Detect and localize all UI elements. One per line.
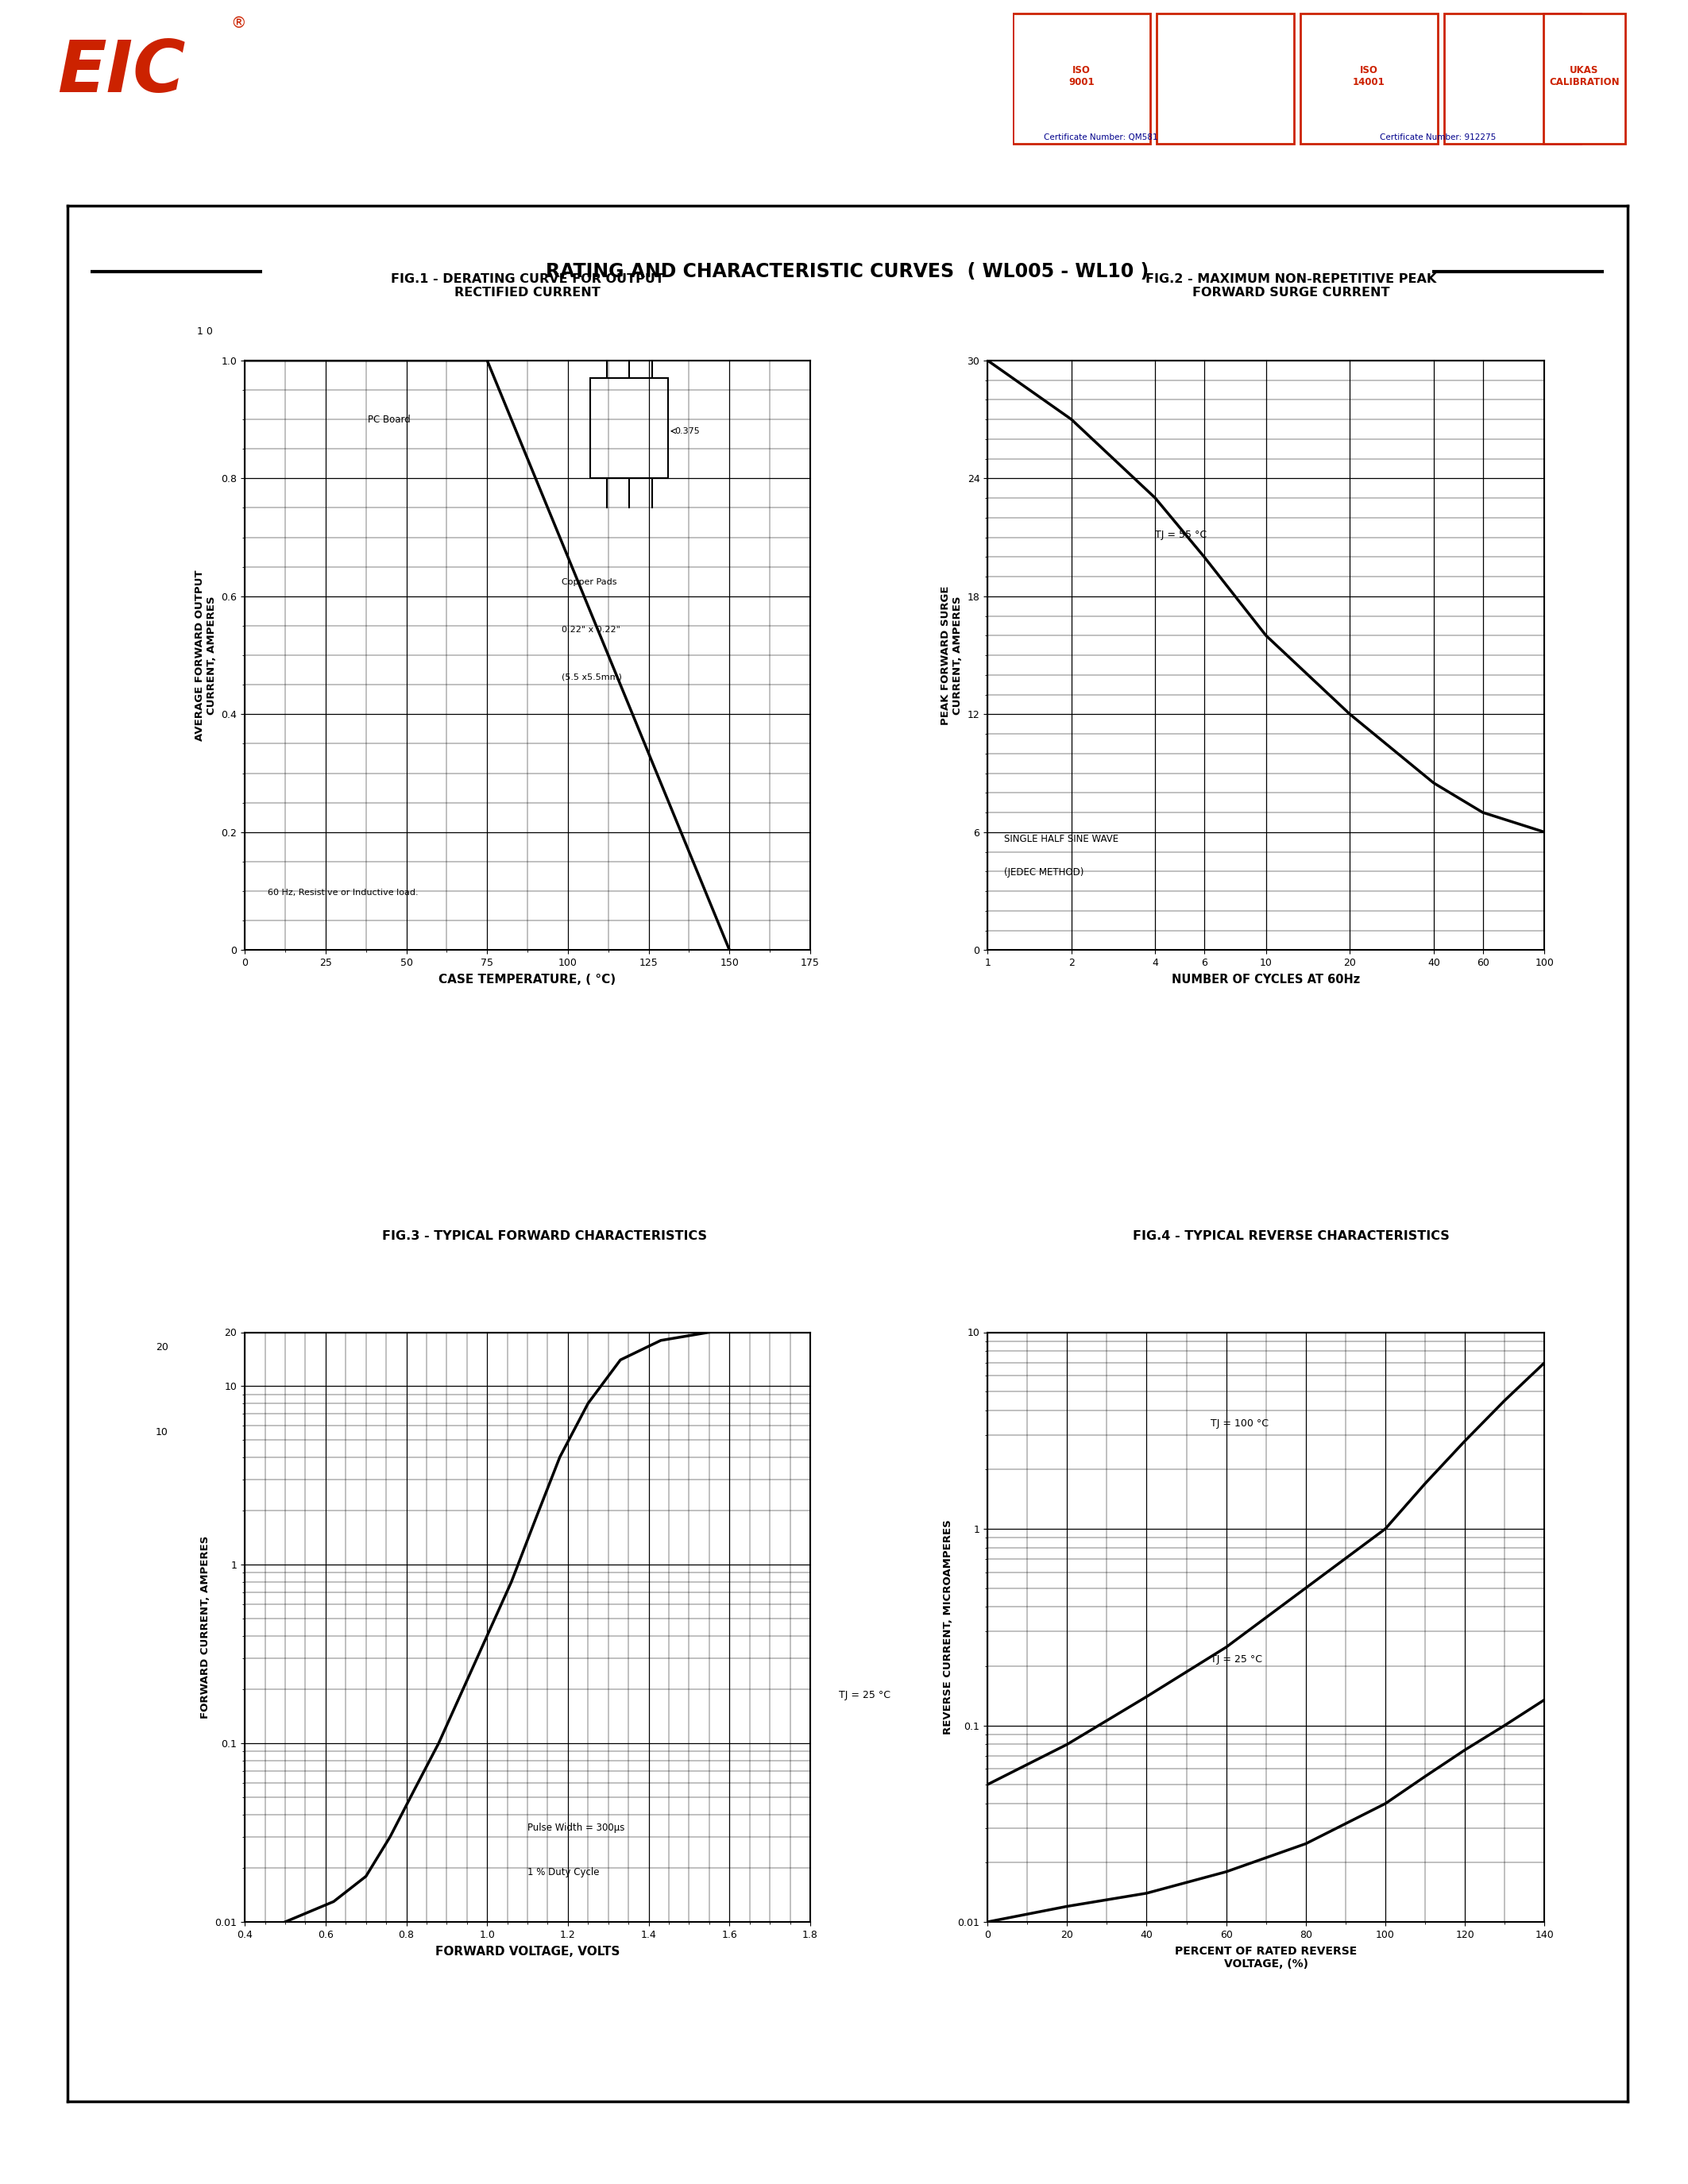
Y-axis label: REVERSE CURRENT, MICROAMPERES: REVERSE CURRENT, MICROAMPERES (944, 1520, 954, 1734)
Text: TJ = 55 °C: TJ = 55 °C (1155, 529, 1207, 539)
Text: FIG.1 - DERATING CURVE FOR OUTPUT
RECTIFIED CURRENT: FIG.1 - DERATING CURVE FOR OUTPUT RECTIF… (392, 273, 663, 299)
Text: ISO
14001: ISO 14001 (1352, 66, 1384, 87)
Text: 1 % Duty Cycle: 1 % Duty Cycle (527, 1867, 599, 1876)
Y-axis label: AVERAGE FORWARD OUTPUT
CURRENT, AMPERES: AVERAGE FORWARD OUTPUT CURRENT, AMPERES (194, 570, 216, 740)
Text: Copper Pads: Copper Pads (562, 579, 616, 587)
FancyBboxPatch shape (1156, 13, 1295, 144)
X-axis label: PERCENT OF RATED REVERSE
VOLTAGE, (%): PERCENT OF RATED REVERSE VOLTAGE, (%) (1175, 1946, 1357, 1970)
Y-axis label: PEAK FORWARD SURGE
CURRENT, AMPERES: PEAK FORWARD SURGE CURRENT, AMPERES (940, 585, 962, 725)
Text: TJ = 25 °C: TJ = 25 °C (839, 1690, 890, 1699)
Text: EIC: EIC (57, 37, 186, 107)
Text: TJ = 100 °C: TJ = 100 °C (1210, 1420, 1268, 1428)
Text: RATING AND CHARACTERISTIC CURVES  ( WL005 - WL10 ): RATING AND CHARACTERISTIC CURVES ( WL005… (545, 262, 1150, 282)
Text: ®: ® (231, 15, 246, 31)
Text: 0.375: 0.375 (675, 428, 701, 435)
Text: 60 Hz, Resistive or Inductive load.: 60 Hz, Resistive or Inductive load. (267, 889, 419, 898)
Text: Pulse Width = 300μs: Pulse Width = 300μs (527, 1824, 625, 1832)
X-axis label: FORWARD VOLTAGE, VOLTS: FORWARD VOLTAGE, VOLTS (436, 1946, 619, 1957)
X-axis label: CASE TEMPERATURE, ( °C): CASE TEMPERATURE, ( °C) (439, 974, 616, 985)
Text: Certificate Number: 912275: Certificate Number: 912275 (1381, 133, 1496, 142)
Text: 10: 10 (155, 1428, 169, 1437)
Text: FIG.3 - TYPICAL FORWARD CHARACTERISTICS: FIG.3 - TYPICAL FORWARD CHARACTERISTICS (381, 1230, 707, 1243)
Text: (JEDEC METHOD): (JEDEC METHOD) (1004, 867, 1084, 878)
Text: (5.5 x5.5mm): (5.5 x5.5mm) (562, 673, 621, 681)
FancyBboxPatch shape (1543, 13, 1626, 144)
X-axis label: NUMBER OF CYCLES AT 60Hz: NUMBER OF CYCLES AT 60Hz (1171, 974, 1361, 985)
Text: 1 0: 1 0 (197, 325, 213, 336)
Text: UKAS
CALIBRATION: UKAS CALIBRATION (1550, 66, 1619, 87)
Text: SINGLE HALF SINE WAVE: SINGLE HALF SINE WAVE (1004, 834, 1119, 845)
Text: FIG.4 - TYPICAL REVERSE CHARACTERISTICS: FIG.4 - TYPICAL REVERSE CHARACTERISTICS (1133, 1230, 1450, 1243)
Text: 20: 20 (155, 1341, 169, 1352)
Text: PC Board: PC Board (368, 415, 410, 424)
FancyBboxPatch shape (1013, 13, 1150, 144)
Text: FIG.2 - MAXIMUM NON-REPETITIVE PEAK
FORWARD SURGE CURRENT: FIG.2 - MAXIMUM NON-REPETITIVE PEAK FORW… (1146, 273, 1436, 299)
Text: Certificate Number: QM581: Certificate Number: QM581 (1043, 133, 1158, 142)
Y-axis label: FORWARD CURRENT, AMPERES: FORWARD CURRENT, AMPERES (201, 1535, 211, 1719)
Text: ISO
9001: ISO 9001 (1069, 66, 1094, 87)
Bar (591, 378, 668, 478)
Text: TJ = 25 °C: TJ = 25 °C (1210, 1655, 1263, 1664)
FancyBboxPatch shape (1443, 13, 1582, 144)
FancyBboxPatch shape (1300, 13, 1438, 144)
Text: 0.22" x 0.22": 0.22" x 0.22" (562, 627, 619, 633)
